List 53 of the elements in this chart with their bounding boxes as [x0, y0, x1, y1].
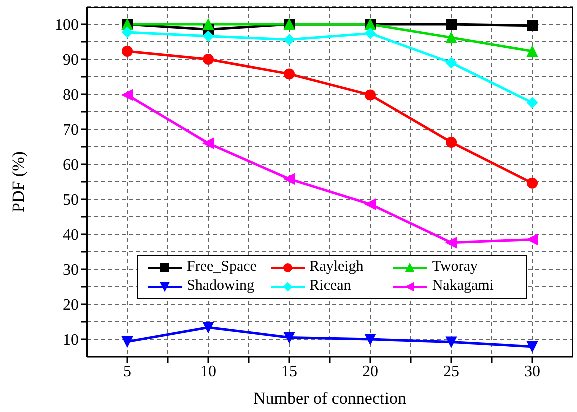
point	[203, 138, 214, 149]
legend-label: Free_Space	[187, 259, 257, 276]
point	[203, 30, 214, 42]
point	[203, 54, 214, 65]
point	[446, 58, 457, 68]
x-tick-label: 5	[124, 363, 132, 380]
legend-label: Shadowing	[187, 278, 254, 295]
point	[365, 334, 376, 345]
point	[122, 46, 133, 57]
y-tick-label: 80	[63, 87, 79, 104]
y-tick-label: 60	[63, 157, 79, 174]
y-tick-label: 30	[63, 262, 79, 280]
point	[122, 90, 133, 101]
y-tick-label: 20	[63, 297, 79, 314]
y-tick-label: 40	[63, 227, 79, 244]
y-tick-label: 50	[63, 192, 79, 210]
x-tick-label: 15	[282, 363, 298, 380]
point	[122, 336, 133, 348]
point	[284, 34, 295, 46]
x-tick-label: 25	[444, 363, 460, 380]
y-tick-label: 10	[63, 332, 79, 350]
point	[446, 19, 457, 30]
y-tick-label: 70	[63, 122, 79, 140]
point	[203, 19, 214, 30]
legend-label: Nakagami	[432, 278, 494, 295]
point	[284, 68, 295, 80]
legend-label: Rayleigh	[310, 259, 364, 276]
point	[527, 46, 538, 57]
point	[527, 97, 538, 108]
y-tick-label: 90	[63, 52, 79, 70]
point	[446, 32, 457, 44]
legend-label: Tworay	[432, 259, 478, 276]
point	[527, 20, 538, 32]
x-tick-label: 30	[524, 363, 540, 380]
point	[284, 332, 295, 344]
x-axis-title: Number of connection	[254, 389, 407, 408]
x-tick-label: 20	[362, 363, 378, 380]
point	[122, 27, 133, 38]
point	[284, 174, 295, 185]
point	[365, 28, 376, 40]
point	[365, 198, 376, 210]
legend-label: Ricean	[310, 278, 352, 295]
point	[527, 234, 538, 246]
point	[446, 237, 457, 248]
y-tick-label: 100	[55, 17, 79, 34]
x-tick-label: 10	[200, 363, 216, 380]
point	[527, 178, 538, 189]
point	[446, 136, 457, 148]
point	[365, 90, 376, 101]
point	[527, 341, 538, 352]
point	[203, 322, 214, 334]
point	[446, 336, 457, 348]
y-axis-title: PDF (%)	[9, 152, 28, 212]
